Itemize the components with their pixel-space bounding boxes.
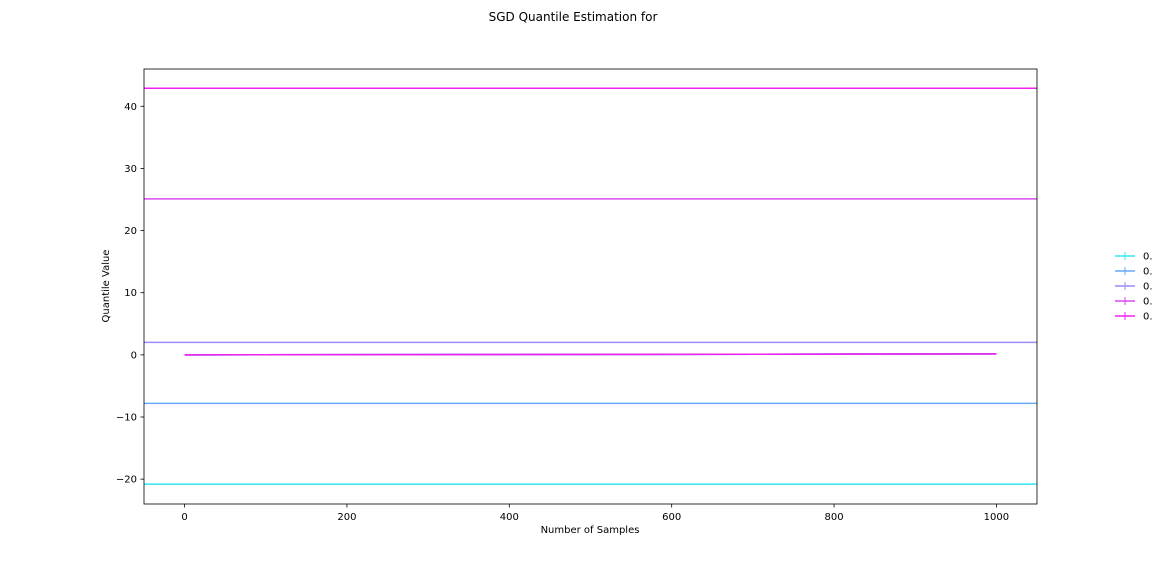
y-tick-label-6: 40 bbox=[124, 102, 137, 113]
legend-label-3: 0. bbox=[1143, 282, 1152, 293]
x-tick-label-5: 1000 bbox=[984, 512, 1009, 523]
x-tick-label-2: 400 bbox=[500, 512, 519, 523]
y-tick-label-2: 0 bbox=[131, 350, 137, 361]
legend-label-5: 0. bbox=[1143, 312, 1152, 323]
x-tick-label-3: 600 bbox=[662, 512, 681, 523]
series-line-5 bbox=[184, 353, 997, 356]
x-tick-label-4: 800 bbox=[824, 512, 843, 523]
x-tick-label-1: 200 bbox=[337, 512, 356, 523]
y-tick-label-3: 10 bbox=[124, 288, 137, 299]
y-axis-label: Quantile Value bbox=[101, 250, 112, 323]
x-tick-label-0: 0 bbox=[181, 512, 187, 523]
plot-area: 0 200 400 600 800 1000 −20 −10 0 10 20 30 40 bbox=[116, 68, 1038, 523]
legend: 0. 0. 0. 0. 0. bbox=[1115, 252, 1152, 323]
y-tick-label-0: −20 bbox=[116, 475, 137, 486]
x-axis-label: Number of Samples bbox=[541, 525, 640, 536]
legend-label-2: 0. bbox=[1143, 267, 1152, 278]
chart-title: SGD Quantile Estimation for bbox=[489, 10, 658, 24]
y-tick-label-5: 30 bbox=[124, 164, 137, 175]
legend-label-1: 0. bbox=[1143, 252, 1152, 263]
axes-frame bbox=[143, 68, 1038, 505]
y-tick-label-4: 20 bbox=[124, 226, 137, 237]
y-tick-label-1: −10 bbox=[116, 413, 137, 424]
legend-label-4: 0. bbox=[1143, 297, 1152, 308]
